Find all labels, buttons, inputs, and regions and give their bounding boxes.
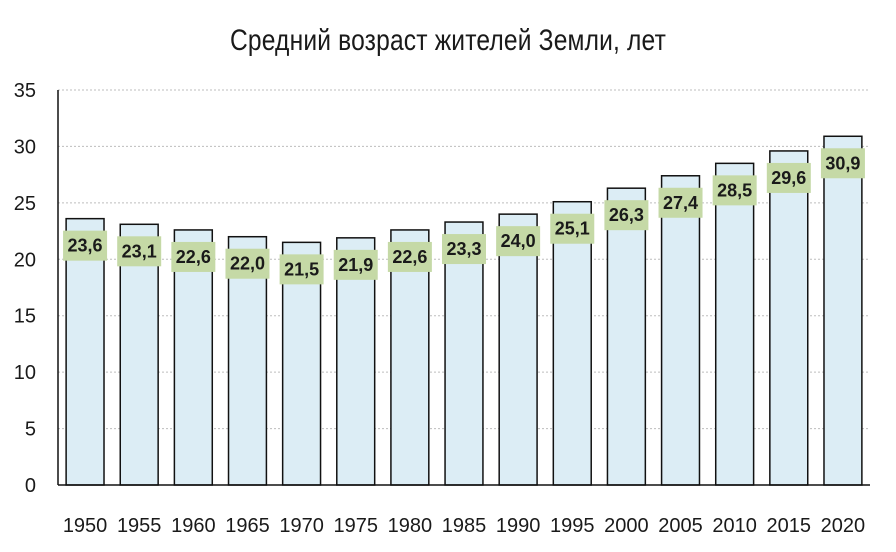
data-label: 22,6 xyxy=(392,247,427,267)
bar xyxy=(444,221,484,486)
bar xyxy=(498,213,538,486)
data-label: 21,9 xyxy=(338,255,373,275)
x-tick-label: 1960 xyxy=(171,515,216,537)
data-label-box xyxy=(225,248,270,279)
data-label: 28,5 xyxy=(717,180,752,200)
x-tick-labels: 1950 1955 1960 1965 1970 1975 1980 1985 1990 1995… xyxy=(63,515,865,537)
x-tick-label: 2005 xyxy=(658,515,703,537)
y-tick-label: 15 xyxy=(14,306,36,328)
data-label-box xyxy=(766,162,811,193)
data-label-box xyxy=(279,254,324,285)
data-label-box xyxy=(117,236,162,267)
bar xyxy=(769,150,809,486)
data-label: 23,6 xyxy=(68,236,103,256)
data-label: 29,6 xyxy=(771,168,806,188)
x-tick-label: 1965 xyxy=(225,515,270,537)
data-label-box xyxy=(604,200,649,231)
x-tick-label: 2020 xyxy=(821,515,866,537)
data-label: 24,0 xyxy=(501,231,536,251)
bar xyxy=(119,223,159,486)
data-label-box xyxy=(496,226,541,257)
data-label: 21,5 xyxy=(284,259,319,279)
x-tick-label: 1975 xyxy=(333,515,378,537)
bar xyxy=(552,200,592,486)
bar xyxy=(173,229,214,486)
data-label-box xyxy=(442,234,486,265)
x-tick-label: 1985 xyxy=(442,515,487,537)
data-label: 30,9 xyxy=(825,153,860,173)
x-tick-label: 1955 xyxy=(117,515,162,537)
data-label: 27,4 xyxy=(663,193,698,213)
y-tick-label: 20 xyxy=(14,249,36,271)
x-tick-label: 2015 xyxy=(767,515,812,537)
bar xyxy=(714,162,755,486)
y-tick-label: 10 xyxy=(14,362,36,384)
data-label: 22,6 xyxy=(176,247,211,267)
x-tick-label: 1980 xyxy=(388,515,433,537)
x-tick-label: 2000 xyxy=(604,515,649,537)
data-label-box xyxy=(658,187,703,218)
bar xyxy=(65,217,105,486)
y-tick-labels: 0 5 10 15 20 25 30 35 xyxy=(14,80,36,497)
y-tick-label: 25 xyxy=(14,193,36,215)
bar xyxy=(606,187,647,486)
x-tick-label: 2010 xyxy=(712,515,757,537)
axes xyxy=(57,90,870,486)
data-label-box xyxy=(333,249,378,280)
data-label-box xyxy=(63,230,108,261)
y-tick-label: 35 xyxy=(14,80,36,102)
chart-title: Средний возраст жителей Земли, лет xyxy=(229,24,667,57)
x-tick-label: 1990 xyxy=(496,515,541,537)
data-label-box xyxy=(387,241,432,272)
bar xyxy=(823,135,863,486)
data-label: 26,3 xyxy=(609,205,644,225)
data-label: 23,1 xyxy=(122,241,157,261)
data-labels: 23,6 23,1 22,6 22,0 21,5 21,9 22,6 23,3 24,0 25,1… xyxy=(63,148,865,285)
data-label: 22,0 xyxy=(230,254,265,274)
bar xyxy=(660,175,701,486)
data-label-box xyxy=(712,175,757,206)
y-tick-label: 30 xyxy=(14,136,36,158)
y-tick-label: 0 xyxy=(25,475,36,497)
x-tick-label: 1950 xyxy=(63,515,108,537)
data-label: 25,1 xyxy=(555,219,590,239)
x-tick-label: 1970 xyxy=(279,515,324,537)
data-label-box xyxy=(820,148,865,179)
data-label-box xyxy=(550,213,595,244)
y-tick-label: 5 xyxy=(25,419,36,441)
data-label-box xyxy=(171,241,216,272)
x-tick-label: 1995 xyxy=(550,515,595,537)
data-label: 23,3 xyxy=(446,239,481,259)
